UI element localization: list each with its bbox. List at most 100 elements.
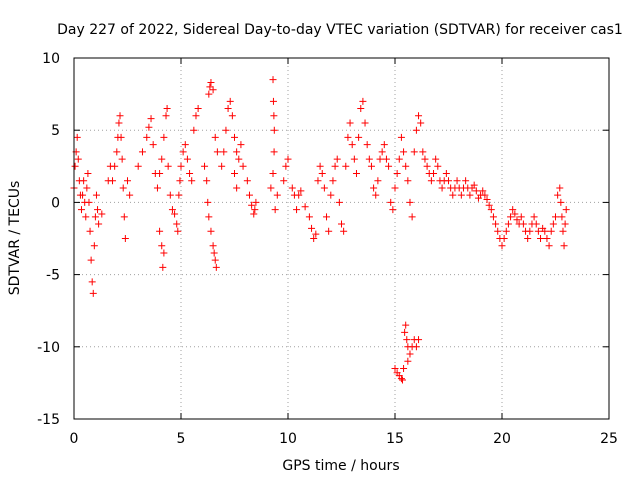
data-point [432, 155, 440, 163]
data-point [401, 328, 409, 336]
data-point [509, 206, 517, 214]
data-point [273, 191, 281, 199]
data-point [212, 263, 220, 271]
plot-frame [73, 57, 610, 420]
data-point [397, 375, 405, 383]
data-point [222, 126, 230, 134]
data-point [203, 177, 211, 185]
data-point [556, 184, 564, 192]
data-point [305, 213, 313, 221]
data-point [82, 213, 90, 221]
data-point [177, 162, 185, 170]
data-point [205, 213, 213, 221]
data-point [239, 162, 247, 170]
data-point [310, 235, 318, 242]
data-point [94, 206, 102, 214]
data-point [159, 263, 167, 271]
data-point [226, 97, 234, 105]
data-point [340, 227, 348, 235]
data-point [348, 141, 356, 149]
data-point [218, 162, 226, 170]
data-point [419, 148, 427, 156]
data-point [84, 170, 92, 178]
data-point [88, 278, 96, 286]
data-point [143, 133, 151, 141]
x-tick-label: 25 [600, 431, 618, 447]
data-point [557, 198, 565, 206]
data-point [485, 201, 493, 209]
data-point [406, 198, 414, 206]
y-tick-label: -10 [37, 340, 60, 356]
data-point [442, 170, 450, 178]
data-point [210, 249, 218, 257]
data-point [312, 230, 320, 238]
data-point [393, 170, 401, 178]
data-point [190, 126, 198, 134]
data-point [85, 198, 93, 206]
data-point [466, 191, 474, 199]
data-point [90, 242, 98, 250]
data-point [89, 289, 97, 297]
data-point [209, 86, 217, 94]
data-point [430, 170, 438, 178]
data-point [168, 206, 176, 214]
data-point [86, 227, 94, 235]
data-point [113, 148, 121, 156]
data-point [410, 148, 418, 156]
data-point [245, 191, 253, 199]
data-point [111, 162, 119, 170]
data-point [357, 105, 365, 113]
data-point [415, 112, 423, 120]
data-point [118, 155, 126, 163]
data-point [404, 357, 412, 365]
data-point [352, 170, 360, 178]
data-point [489, 213, 497, 221]
data-point [158, 155, 166, 163]
chart-title: Day 227 of 2022, Sidereal Day-to-day VTE… [57, 22, 623, 38]
data-point [213, 148, 221, 156]
data-point [115, 119, 123, 127]
data-point [186, 170, 194, 178]
data-point [83, 184, 91, 192]
data-point [391, 184, 399, 192]
data-point [524, 235, 532, 242]
data-point [372, 191, 380, 199]
data-point [231, 133, 238, 141]
y-tick-label: 5 [51, 123, 60, 139]
data-point [73, 133, 81, 141]
data-point [92, 191, 100, 199]
data-point [252, 198, 260, 206]
data-point [329, 177, 337, 185]
data-point [301, 203, 309, 211]
data-point [206, 83, 214, 91]
data-point [494, 227, 502, 235]
data-point [156, 227, 164, 235]
data-point [87, 256, 95, 264]
data-point [472, 187, 480, 195]
data-point [160, 249, 168, 257]
data-point [250, 210, 258, 218]
data-point [269, 76, 277, 84]
data-point [231, 170, 238, 178]
data-point [173, 220, 181, 228]
data-point [370, 184, 378, 192]
data-point [181, 141, 189, 149]
data-point [402, 162, 410, 170]
data-point [171, 210, 179, 218]
data-point [559, 227, 567, 235]
data-point [323, 213, 331, 221]
data-point [207, 79, 215, 87]
data-point [79, 191, 87, 199]
data-point [537, 235, 545, 242]
data-point [412, 126, 420, 134]
data-point [530, 213, 538, 221]
data-point [534, 227, 542, 235]
data-point [126, 191, 134, 199]
data-point [308, 224, 316, 232]
data-point [449, 191, 457, 199]
data-points [70, 76, 570, 384]
data-point [359, 97, 367, 105]
y-tick-label: -5 [46, 268, 60, 284]
y-axis-label: SDTVAR / TECUs [7, 181, 23, 296]
